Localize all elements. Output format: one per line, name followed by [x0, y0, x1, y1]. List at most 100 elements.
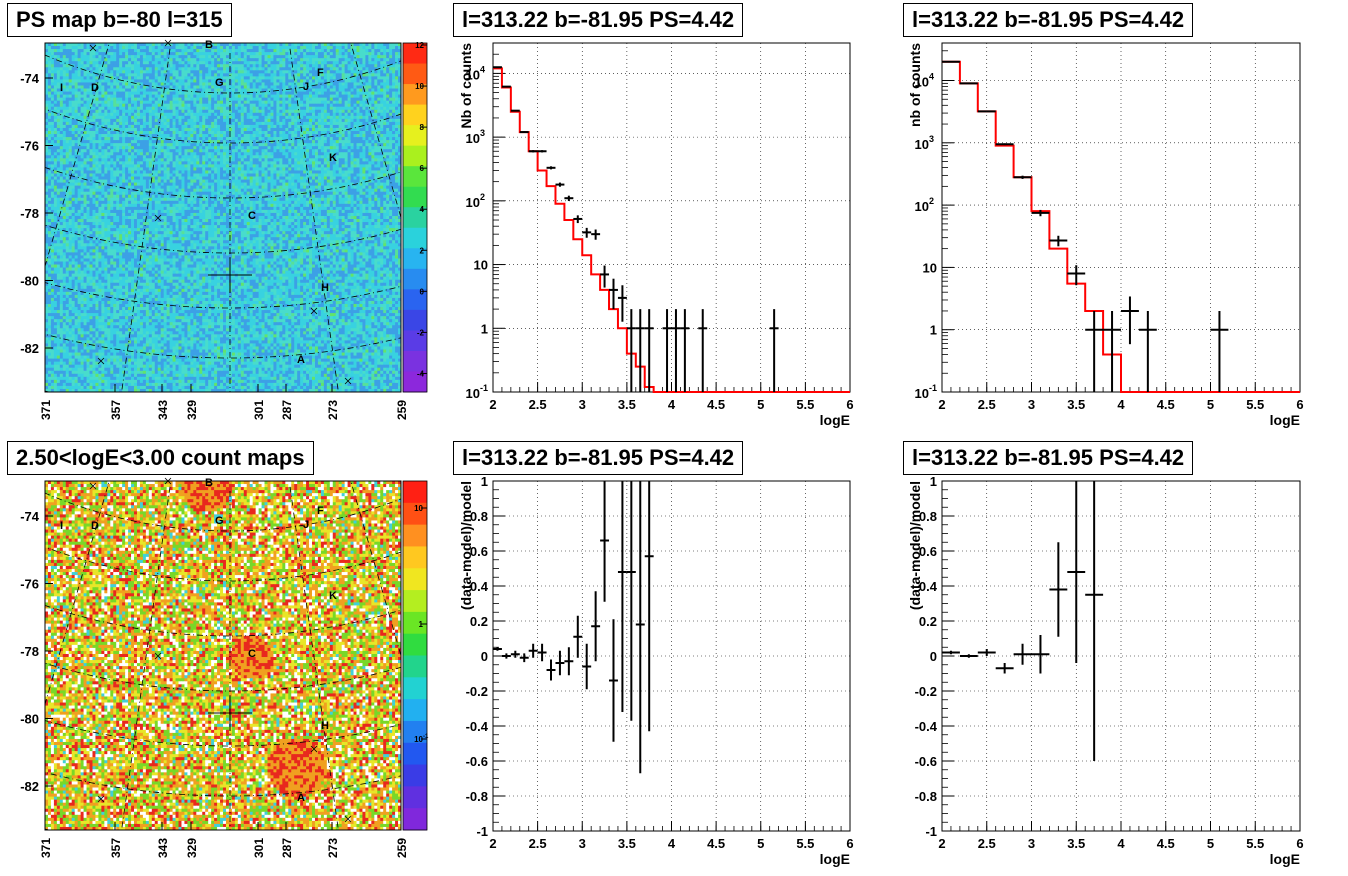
x-tick-label: 5	[1207, 836, 1214, 851]
colorbar-cell	[403, 634, 427, 656]
map-x-label: 287	[280, 400, 294, 420]
x-tick-label: 2	[489, 836, 496, 851]
colorbar-label: 1	[419, 620, 424, 629]
x-tick-label: 5	[757, 836, 764, 851]
y-tick-label: 10	[923, 260, 937, 275]
source-label-G: G	[215, 77, 224, 89]
map-x-label: 357	[109, 838, 123, 858]
x-tick-label: 6	[1296, 836, 1303, 851]
x-tick-label: 4.5	[1157, 836, 1175, 851]
y-tick-label-exp: -1	[929, 383, 937, 393]
colorbar-label: 4	[420, 205, 425, 214]
x-tick-label: 4	[1117, 397, 1125, 412]
x-tick-label: 4.5	[707, 397, 725, 412]
spectrum-1-title: l=313.22 b=-81.95 PS=4.42	[453, 3, 743, 37]
colorbar-cell	[403, 765, 427, 787]
x-tick-label: 2	[489, 397, 496, 412]
x-tick-label: 3	[579, 397, 586, 412]
x-tick-label: 3.5	[618, 397, 636, 412]
y-tick-label: 10	[474, 258, 488, 273]
map-y-label: -76	[20, 577, 39, 592]
x-tick-label: 3.5	[618, 836, 636, 851]
source-label-A: A	[297, 792, 305, 804]
source-label-C: C	[248, 210, 256, 222]
source-label-D: D	[91, 82, 99, 94]
colorbar-cell	[403, 481, 427, 503]
x-tick-label: 3	[579, 836, 586, 851]
colorbar-label: 8	[420, 123, 425, 132]
map-x-label: 273	[326, 838, 340, 858]
source-label-B: B	[205, 39, 213, 51]
y-tick-label: 0.2	[470, 614, 488, 629]
x-axis-label: logE	[1270, 851, 1300, 867]
colorbar-cell	[403, 568, 427, 590]
y-tick-label: 0.2	[919, 614, 937, 629]
source-label-J: J	[303, 81, 309, 93]
x-tick-label: 5.5	[1246, 397, 1264, 412]
x-tick-label: 5	[757, 397, 764, 412]
y-tick-label: -0.2	[915, 684, 937, 699]
residual-1-title: l=313.22 b=-81.95 PS=4.42	[453, 441, 743, 475]
map-x-label: 259	[395, 838, 409, 858]
residual-2-title: l=313.22 b=-81.95 PS=4.42	[903, 441, 1193, 475]
y-tick-label: 10	[466, 195, 480, 210]
y-tick-label: 10	[915, 386, 929, 401]
x-tick-label: 4	[668, 836, 676, 851]
map-x-label: 343	[156, 400, 170, 420]
x-tick-label: 2.5	[529, 836, 547, 851]
x-tick-label: 2.5	[978, 397, 996, 412]
y-tick-label: -0.8	[915, 789, 937, 804]
source-label-H: H	[321, 282, 329, 294]
map-x-label: 371	[39, 400, 53, 420]
y-tick-label-exp: 3	[929, 134, 934, 144]
x-tick-label: 3.5	[1067, 836, 1085, 851]
y-tick-label: 0	[930, 649, 937, 664]
x-tick-label: 4	[1117, 836, 1125, 851]
y-axis-label: nb of counts	[907, 43, 923, 127]
colorbar-label: -2	[417, 328, 425, 337]
x-tick-label: 2.5	[978, 836, 996, 851]
source-label-K: K	[329, 152, 337, 164]
y-tick-label: -0.6	[915, 754, 937, 769]
y-tick-label: 1	[481, 321, 488, 336]
x-tick-label: 4.5	[707, 836, 725, 851]
map-x-label: 259	[395, 400, 409, 420]
map-x-label: 273	[326, 400, 340, 420]
map-x-label: 371	[39, 838, 53, 858]
colorbar-label: 2	[420, 246, 425, 255]
y-tick-label: -0.4	[466, 719, 489, 734]
x-axis-label: logE	[820, 412, 850, 428]
y-tick-label-exp: -1	[480, 383, 488, 393]
map-y-label: -74	[20, 509, 40, 524]
colorbar-cell	[403, 525, 427, 547]
x-tick-label: 6	[1296, 397, 1303, 412]
y-tick-label-exp: 4	[480, 64, 485, 74]
source-label-B: B	[205, 477, 213, 489]
map-y-label: -74	[20, 71, 40, 86]
y-tick-label: 10	[466, 131, 480, 146]
colorbar-cell	[403, 786, 427, 808]
x-tick-label: 4.5	[1157, 397, 1175, 412]
x-tick-label: 5.5	[796, 397, 814, 412]
source-label-F: F	[317, 505, 324, 517]
map-y-label: -80	[20, 712, 39, 727]
y-tick-label: 1	[930, 474, 937, 489]
y-tick-label-exp: 3	[480, 128, 485, 138]
y-tick-label: 1	[930, 323, 937, 338]
source-label-I: I	[60, 520, 63, 532]
colorbar-cell	[403, 743, 427, 765]
source-label-D: D	[91, 520, 99, 532]
colorbar-label: 12	[415, 41, 424, 50]
map-x-label: 329	[185, 838, 199, 858]
y-tick-label: 10	[466, 386, 480, 401]
x-tick-label: 5	[1207, 397, 1214, 412]
colorbar-cell	[403, 546, 427, 568]
map-x-label: 287	[280, 838, 294, 858]
map-bottom-title: 2.50<logE<3.00 count maps	[7, 441, 314, 475]
x-tick-label: 2	[938, 836, 945, 851]
x-tick-label: 6	[846, 397, 853, 412]
map-x-label: 301	[252, 838, 266, 858]
colorbar-label: -4	[417, 369, 425, 378]
